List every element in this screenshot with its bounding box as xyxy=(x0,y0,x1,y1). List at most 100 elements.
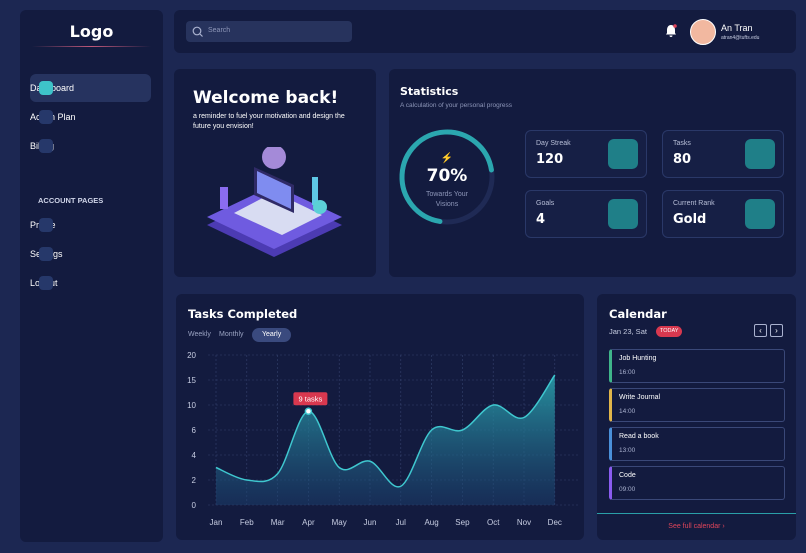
stat-label: Goals xyxy=(536,200,555,207)
link-text[interactable]: See full calendar xyxy=(668,523,721,530)
today-badge: TODAY xyxy=(656,326,683,337)
stat-value: Gold xyxy=(673,212,707,227)
calendar-title: Calendar xyxy=(609,307,667,321)
y-tick-label: 4 xyxy=(192,451,197,460)
divider xyxy=(32,46,151,47)
user-email: atran4@tufts.edu xyxy=(721,35,760,41)
event[interactable]: Read a book 13:00 xyxy=(609,427,785,461)
illustration xyxy=(207,147,342,257)
event[interactable]: Code 09:00 xyxy=(609,466,785,500)
area xyxy=(216,375,555,505)
label-box xyxy=(293,392,328,406)
event-title: Write Journal xyxy=(619,394,661,401)
nav-item[interactable]: Profile xyxy=(30,211,151,239)
avatar[interactable] xyxy=(690,19,716,45)
y-tick-label: 0 xyxy=(192,501,197,510)
prev-button[interactable]: ‹ xyxy=(754,324,767,337)
section-label: ACCOUNT PAGES xyxy=(38,196,104,205)
stat-value: 80 xyxy=(673,152,692,167)
event-time: 13:00 xyxy=(619,447,636,454)
stat-icon xyxy=(745,199,775,229)
nav-icon xyxy=(39,218,53,232)
stat-label: Tasks xyxy=(673,140,691,147)
bolt-icon: ⚡ xyxy=(440,153,454,164)
calendar-date: Jan 23, Sat xyxy=(609,327,647,336)
search-placeholder: Search xyxy=(208,27,231,34)
event-time: 09:00 xyxy=(619,486,636,493)
x-tick-label: Oct xyxy=(487,518,500,527)
stat-card: Day Streak 120 xyxy=(525,130,647,178)
nav-item[interactable]: Billing xyxy=(30,132,151,160)
x-tick-label: Jul xyxy=(396,518,406,527)
next-button[interactable]: › xyxy=(770,324,783,337)
statistics-subtitle: A calculation of your personal progress xyxy=(400,102,513,109)
event-title: Read a book xyxy=(619,433,659,440)
stat-card: Current Rank Gold xyxy=(662,190,784,238)
nav-icon xyxy=(39,276,53,290)
nav-item[interactable]: Logout xyxy=(30,269,151,297)
y-tick-label: 10 xyxy=(187,401,196,410)
line xyxy=(215,374,556,488)
stat-label: Day Streak xyxy=(536,140,571,147)
progress-value: 70% xyxy=(426,166,468,186)
nav-icon xyxy=(39,81,53,95)
x-tick-label: Mar xyxy=(271,518,285,527)
nav-icon xyxy=(39,139,53,153)
tab[interactable]: Weekly xyxy=(188,331,211,338)
point xyxy=(304,407,313,415)
stat-value: 120 xyxy=(536,152,564,167)
nav-item[interactable]: Dashboard xyxy=(30,74,151,102)
tasks-chart: 0 2 4 6 10 15 20 Jan Feb Mar Apr May Jun Jul Aug Sep Oct… xyxy=(187,351,578,527)
y-tick-label: 15 xyxy=(187,376,196,385)
tasks-title: Tasks Completed xyxy=(188,307,298,321)
welcome-title: Welcome back! xyxy=(193,88,339,108)
x-tick-label: Sep xyxy=(455,518,470,527)
stat-icon xyxy=(608,139,638,169)
header: Search An Tran atran4@tufts.edu xyxy=(174,10,796,53)
event-time: 16:00 xyxy=(619,369,636,376)
stat-icon xyxy=(745,139,775,169)
nav-icon xyxy=(39,247,53,261)
event[interactable]: Job Hunting 16:00 xyxy=(609,349,785,383)
nav-item[interactable]: Settings xyxy=(30,240,151,268)
logo: Logo xyxy=(69,22,114,41)
nav-icon xyxy=(39,110,53,124)
x-tick-label: Dec xyxy=(548,518,562,527)
x-tick-label: Apr xyxy=(302,518,315,527)
y-tick-label: 20 xyxy=(187,351,196,360)
tasks-panel: Tasks Completed Weekly Monthly Yearly 0 2 4 6… xyxy=(176,294,584,540)
stat-icon xyxy=(608,199,638,229)
event-time: 14:00 xyxy=(619,408,636,415)
progress-gauge xyxy=(399,129,495,225)
x-tick-label: Jan xyxy=(210,518,223,527)
y-tick-label: 2 xyxy=(192,476,197,485)
y-tick-label: 6 xyxy=(192,426,197,435)
tab[interactable]: Monthly xyxy=(219,331,244,338)
x-tick-label: Aug xyxy=(424,518,438,527)
nav-item[interactable]: Action Plan xyxy=(30,103,151,131)
tab[interactable]: Yearly xyxy=(252,328,292,342)
x-tick-label: May xyxy=(332,518,347,527)
gauge-arc xyxy=(399,129,494,224)
search-box[interactable]: Search xyxy=(186,21,352,42)
search-icon xyxy=(192,26,203,37)
x-tick-label: Nov xyxy=(517,518,531,527)
event-title: Code xyxy=(619,472,636,479)
progress-caption: Towards Your Visions xyxy=(425,191,469,208)
stat-value: 4 xyxy=(536,212,546,227)
user-name: An Tran xyxy=(721,23,753,33)
statistics-title: Statistics xyxy=(400,85,459,98)
divider xyxy=(597,513,796,514)
event[interactable]: Write Journal 14:00 xyxy=(609,388,785,422)
welcome-panel: Welcome back! a reminder to fuel your mo… xyxy=(174,69,376,277)
stat-card: Tasks 80 xyxy=(662,130,784,178)
x-tick-label: Feb xyxy=(240,518,254,527)
value-label: 9 tasks xyxy=(299,394,323,403)
welcome-text: a reminder to fuel your motivation and d… xyxy=(193,113,345,130)
stat-label: Current Rank xyxy=(673,200,715,207)
x-tick-label: Jun xyxy=(364,518,377,527)
stat-card: Goals 4 xyxy=(525,190,647,238)
calendar-link[interactable]: See full calendar › xyxy=(668,523,725,530)
bell-icon[interactable] xyxy=(665,24,677,38)
